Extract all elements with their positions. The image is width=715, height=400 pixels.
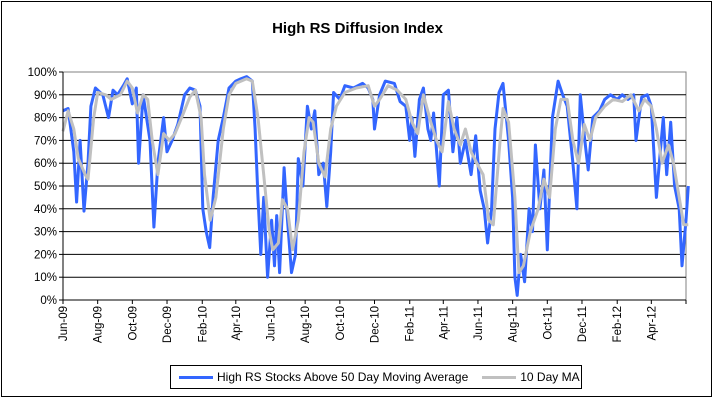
- x-tick-label: Aug-09: [93, 306, 105, 343]
- y-tick-label: 60%: [34, 158, 57, 170]
- x-tick-label: Dec-10: [370, 306, 382, 343]
- x-tick-label: Oct-10: [335, 306, 347, 341]
- y-tick-label: 70%: [34, 135, 57, 147]
- y-tick-label: 90%: [34, 90, 57, 102]
- y-tick-label: 30%: [34, 227, 57, 239]
- y-tick-label: 50%: [34, 181, 57, 193]
- x-tick-label: Jun-09: [58, 306, 70, 341]
- x-tick-label: Feb-11: [405, 306, 417, 342]
- legend-label-series-1: High RS Stocks Above 50 Day Moving Avera…: [217, 370, 469, 384]
- y-tick-label: 10%: [34, 272, 57, 284]
- x-tick-label: Feb-10: [197, 306, 209, 342]
- legend-swatch-blue: [179, 375, 213, 379]
- x-tick-label: Oct-11: [542, 306, 554, 340]
- x-tick-label: Jun-10: [265, 306, 277, 341]
- x-tick-label: Apr-11: [438, 306, 450, 340]
- y-tick-label: 80%: [34, 113, 57, 125]
- x-tick-label: Aug-10: [300, 306, 312, 343]
- y-tick-label: 0%: [40, 295, 57, 307]
- x-tick-label: Apr-10: [231, 306, 243, 341]
- series-line-high-rs: [62, 75, 690, 297]
- x-tick-label: Apr-12: [646, 306, 658, 341]
- y-tick-label: 20%: [34, 249, 57, 261]
- x-tick-label: Dec-11: [577, 306, 589, 342]
- x-tick-label: Aug-11: [508, 306, 520, 342]
- x-tick-label: Feb-12: [612, 306, 624, 342]
- legend-swatch-gray: [482, 375, 517, 379]
- chart-title: High RS Diffusion Index: [272, 20, 443, 37]
- series-line-10-day-ma: [61, 77, 689, 275]
- legend: High RS Stocks Above 50 Day Moving Avera…: [170, 365, 582, 389]
- y-tick-label: 100%: [28, 67, 57, 79]
- x-tick-label: Jun-11: [473, 306, 485, 340]
- y-tick-label: 40%: [34, 204, 57, 216]
- legend-label-series-2: 10 Day MA: [520, 370, 580, 384]
- x-tick-label: Dec-09: [162, 306, 174, 343]
- x-tick-label: Oct-09: [127, 306, 139, 341]
